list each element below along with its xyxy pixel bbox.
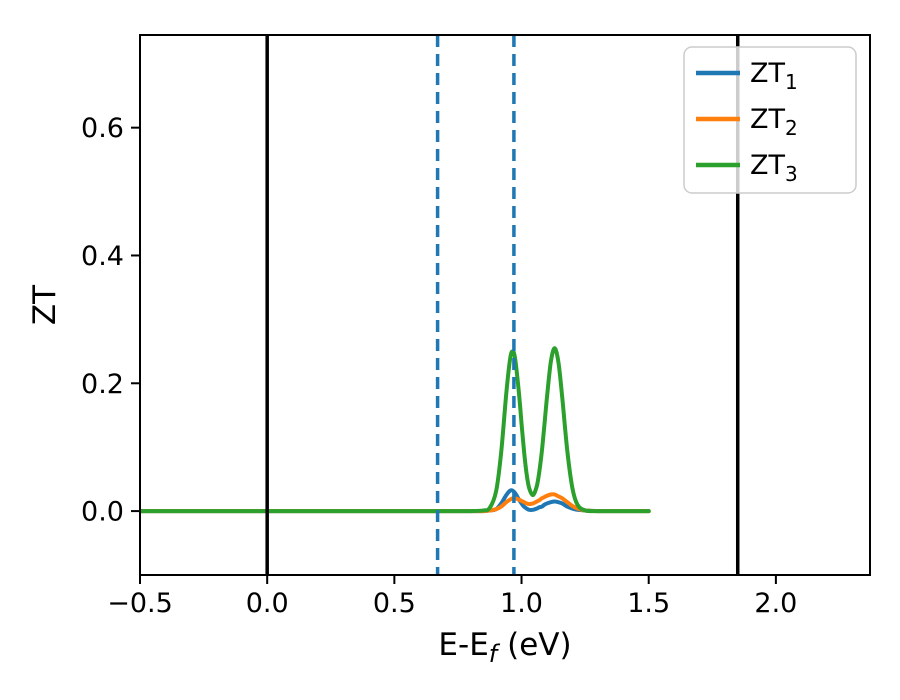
- x-tick-label: 0.5: [373, 588, 416, 619]
- series-line-ZT3: [140, 346, 651, 514]
- x-tick-label: 2.0: [754, 588, 797, 619]
- y-tick-label: 0.4: [81, 241, 124, 272]
- x-tick-label: 0.0: [246, 588, 289, 619]
- x-tick-label: −0.5: [107, 588, 173, 619]
- y-tick-label: 0.0: [81, 497, 124, 528]
- y-axis-ticks: 0.0 0.2 0.4 0.6: [81, 113, 140, 528]
- series-group: [140, 346, 651, 514]
- x-tick-label: 1.0: [500, 588, 543, 619]
- y-tick-label: 0.2: [81, 369, 124, 400]
- y-tick-label: 0.6: [81, 113, 124, 144]
- legend-label-ZT1: ZT1: [750, 58, 798, 94]
- legend-label-ZT2: ZT2: [750, 104, 798, 140]
- axes-spines: [139, 34, 871, 576]
- legend-label-ZT3: ZT3: [750, 150, 798, 186]
- y-axis-label: ZT: [27, 284, 63, 325]
- legend-frame: [683, 46, 857, 194]
- x-axis-ticks: −0.5 0.0 0.5 1.0 1.5 2.0: [107, 575, 797, 619]
- x-tick-label: 1.5: [627, 588, 670, 619]
- x-axis-label: E-Ef (eV): [438, 627, 571, 668]
- legend: ZT1 ZT2 ZT3: [683, 46, 857, 194]
